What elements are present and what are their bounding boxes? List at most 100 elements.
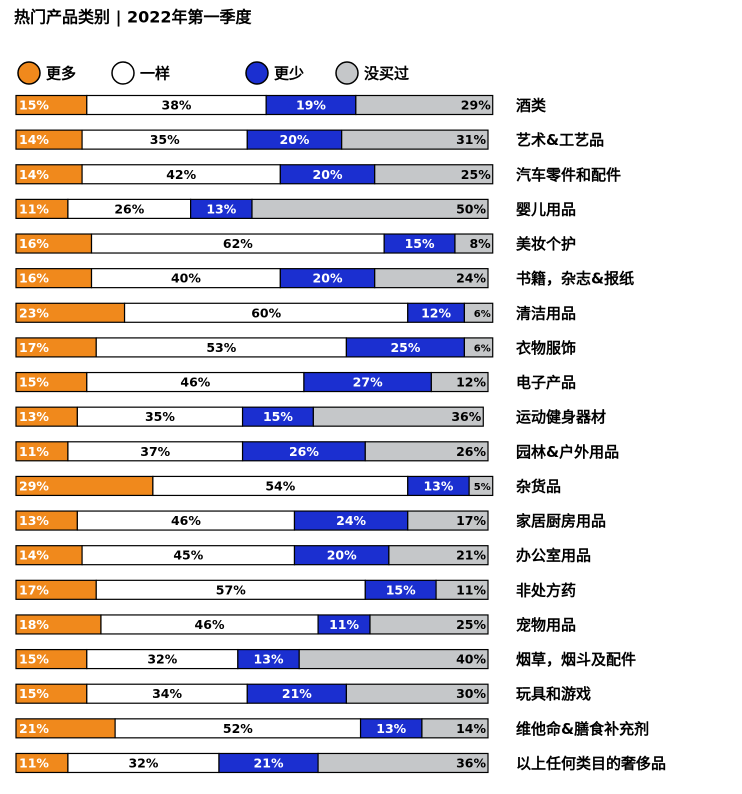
value-label: 13% [19, 409, 49, 424]
value-label: 46% [171, 513, 201, 528]
category-label: 以上任何类目的奢侈品 [516, 754, 666, 772]
value-label: 15% [19, 686, 49, 701]
value-label: 17% [456, 513, 486, 528]
legend-label: 更多 [46, 65, 76, 83]
value-label: 21% [282, 686, 312, 701]
value-label: 11% [329, 617, 359, 632]
value-label: 13% [19, 513, 49, 528]
value-label: 54% [265, 478, 295, 493]
value-label: 53% [206, 340, 236, 355]
value-label: 14% [456, 721, 486, 736]
bar-segment [374, 268, 489, 289]
value-label: 20% [327, 548, 357, 563]
value-label: 13% [376, 721, 406, 736]
category-label: 非处方药 [516, 581, 576, 599]
bar-segment [468, 475, 494, 497]
value-label: 12% [421, 305, 451, 320]
value-label: 31% [456, 132, 486, 147]
value-label: 18% [19, 617, 49, 632]
value-label: 26% [289, 444, 319, 459]
value-label: 20% [313, 167, 343, 182]
value-label: 26% [456, 444, 486, 459]
bar-segment [407, 510, 489, 531]
value-label: 15% [19, 375, 49, 390]
bar-segment [317, 752, 489, 774]
value-label: 23% [19, 305, 49, 320]
value-label: 12% [456, 375, 486, 390]
bar-segment [435, 579, 489, 600]
bar-segment [369, 614, 489, 635]
value-label: 24% [336, 513, 366, 528]
category-label: 维他命&膳食补充剂 [516, 720, 649, 738]
legend-swatch [17, 61, 41, 85]
value-label: 21% [254, 755, 284, 770]
category-label: 清洁用品 [516, 304, 576, 322]
value-label: 52% [223, 721, 253, 736]
bar-segment [364, 441, 489, 462]
value-label: 13% [423, 478, 453, 493]
value-label: 40% [171, 271, 201, 286]
value-label: 11% [19, 201, 49, 216]
value-label: 62% [223, 236, 253, 251]
bar-segment [430, 371, 489, 393]
value-label: 17% [19, 340, 49, 355]
value-label: 32% [128, 755, 158, 770]
bar-segment [251, 198, 489, 219]
value-label: 21% [19, 721, 49, 736]
value-label: 8% [469, 236, 491, 251]
value-label: 15% [263, 409, 293, 424]
category-label: 婴儿用品 [516, 200, 576, 218]
bar-segment [345, 683, 489, 704]
value-label: 45% [173, 548, 203, 563]
category-label: 办公室用品 [516, 547, 591, 565]
value-label: 14% [19, 548, 49, 563]
category-label: 衣物服饰 [516, 339, 576, 357]
value-label: 27% [353, 375, 383, 390]
category-label: 艺术&工艺品 [516, 131, 604, 149]
bar-segment [374, 164, 494, 185]
value-label: 24% [456, 271, 486, 286]
value-label: 50% [456, 201, 486, 216]
value-label: 29% [19, 478, 49, 493]
legend-label: 没买过 [364, 65, 409, 83]
bar-segment [355, 94, 494, 116]
value-label: 6% [474, 309, 491, 320]
category-label: 家居厨房用品 [516, 512, 606, 530]
category-label: 杂货品 [516, 477, 561, 495]
bar-segment [312, 406, 484, 427]
value-label: 25% [390, 340, 420, 355]
value-label: 30% [456, 686, 486, 701]
value-label: 36% [456, 755, 486, 770]
bar-segment [421, 718, 489, 739]
legend-label: 更少 [274, 65, 304, 83]
value-label: 57% [216, 582, 246, 597]
category-label: 玩具和游戏 [516, 685, 591, 703]
bar-segment [298, 648, 489, 670]
value-label: 25% [456, 617, 486, 632]
value-label: 34% [152, 686, 182, 701]
value-label: 21% [456, 548, 486, 563]
value-label: 15% [19, 98, 49, 113]
value-label: 60% [251, 305, 281, 320]
value-label: 15% [19, 652, 49, 667]
chart-title: 热门产品类别 | 2022年第一季度 [14, 8, 253, 28]
value-label: 5% [474, 482, 491, 493]
category-label: 汽车零件和配件 [516, 166, 621, 184]
bar-segment [454, 233, 494, 254]
value-label: 14% [19, 167, 49, 182]
value-label: 42% [166, 167, 196, 182]
value-label: 26% [114, 201, 144, 216]
value-label: 46% [195, 617, 225, 632]
value-label: 37% [140, 444, 170, 459]
value-label: 20% [313, 271, 343, 286]
category-label: 宠物用品 [516, 616, 576, 634]
value-label: 11% [456, 582, 486, 597]
legend-label: 一样 [140, 65, 170, 83]
value-label: 32% [147, 652, 177, 667]
value-label: 36% [451, 409, 481, 424]
value-label: 35% [145, 409, 175, 424]
category-label: 酒类 [516, 97, 547, 115]
value-label: 13% [254, 652, 284, 667]
value-label: 35% [150, 132, 180, 147]
